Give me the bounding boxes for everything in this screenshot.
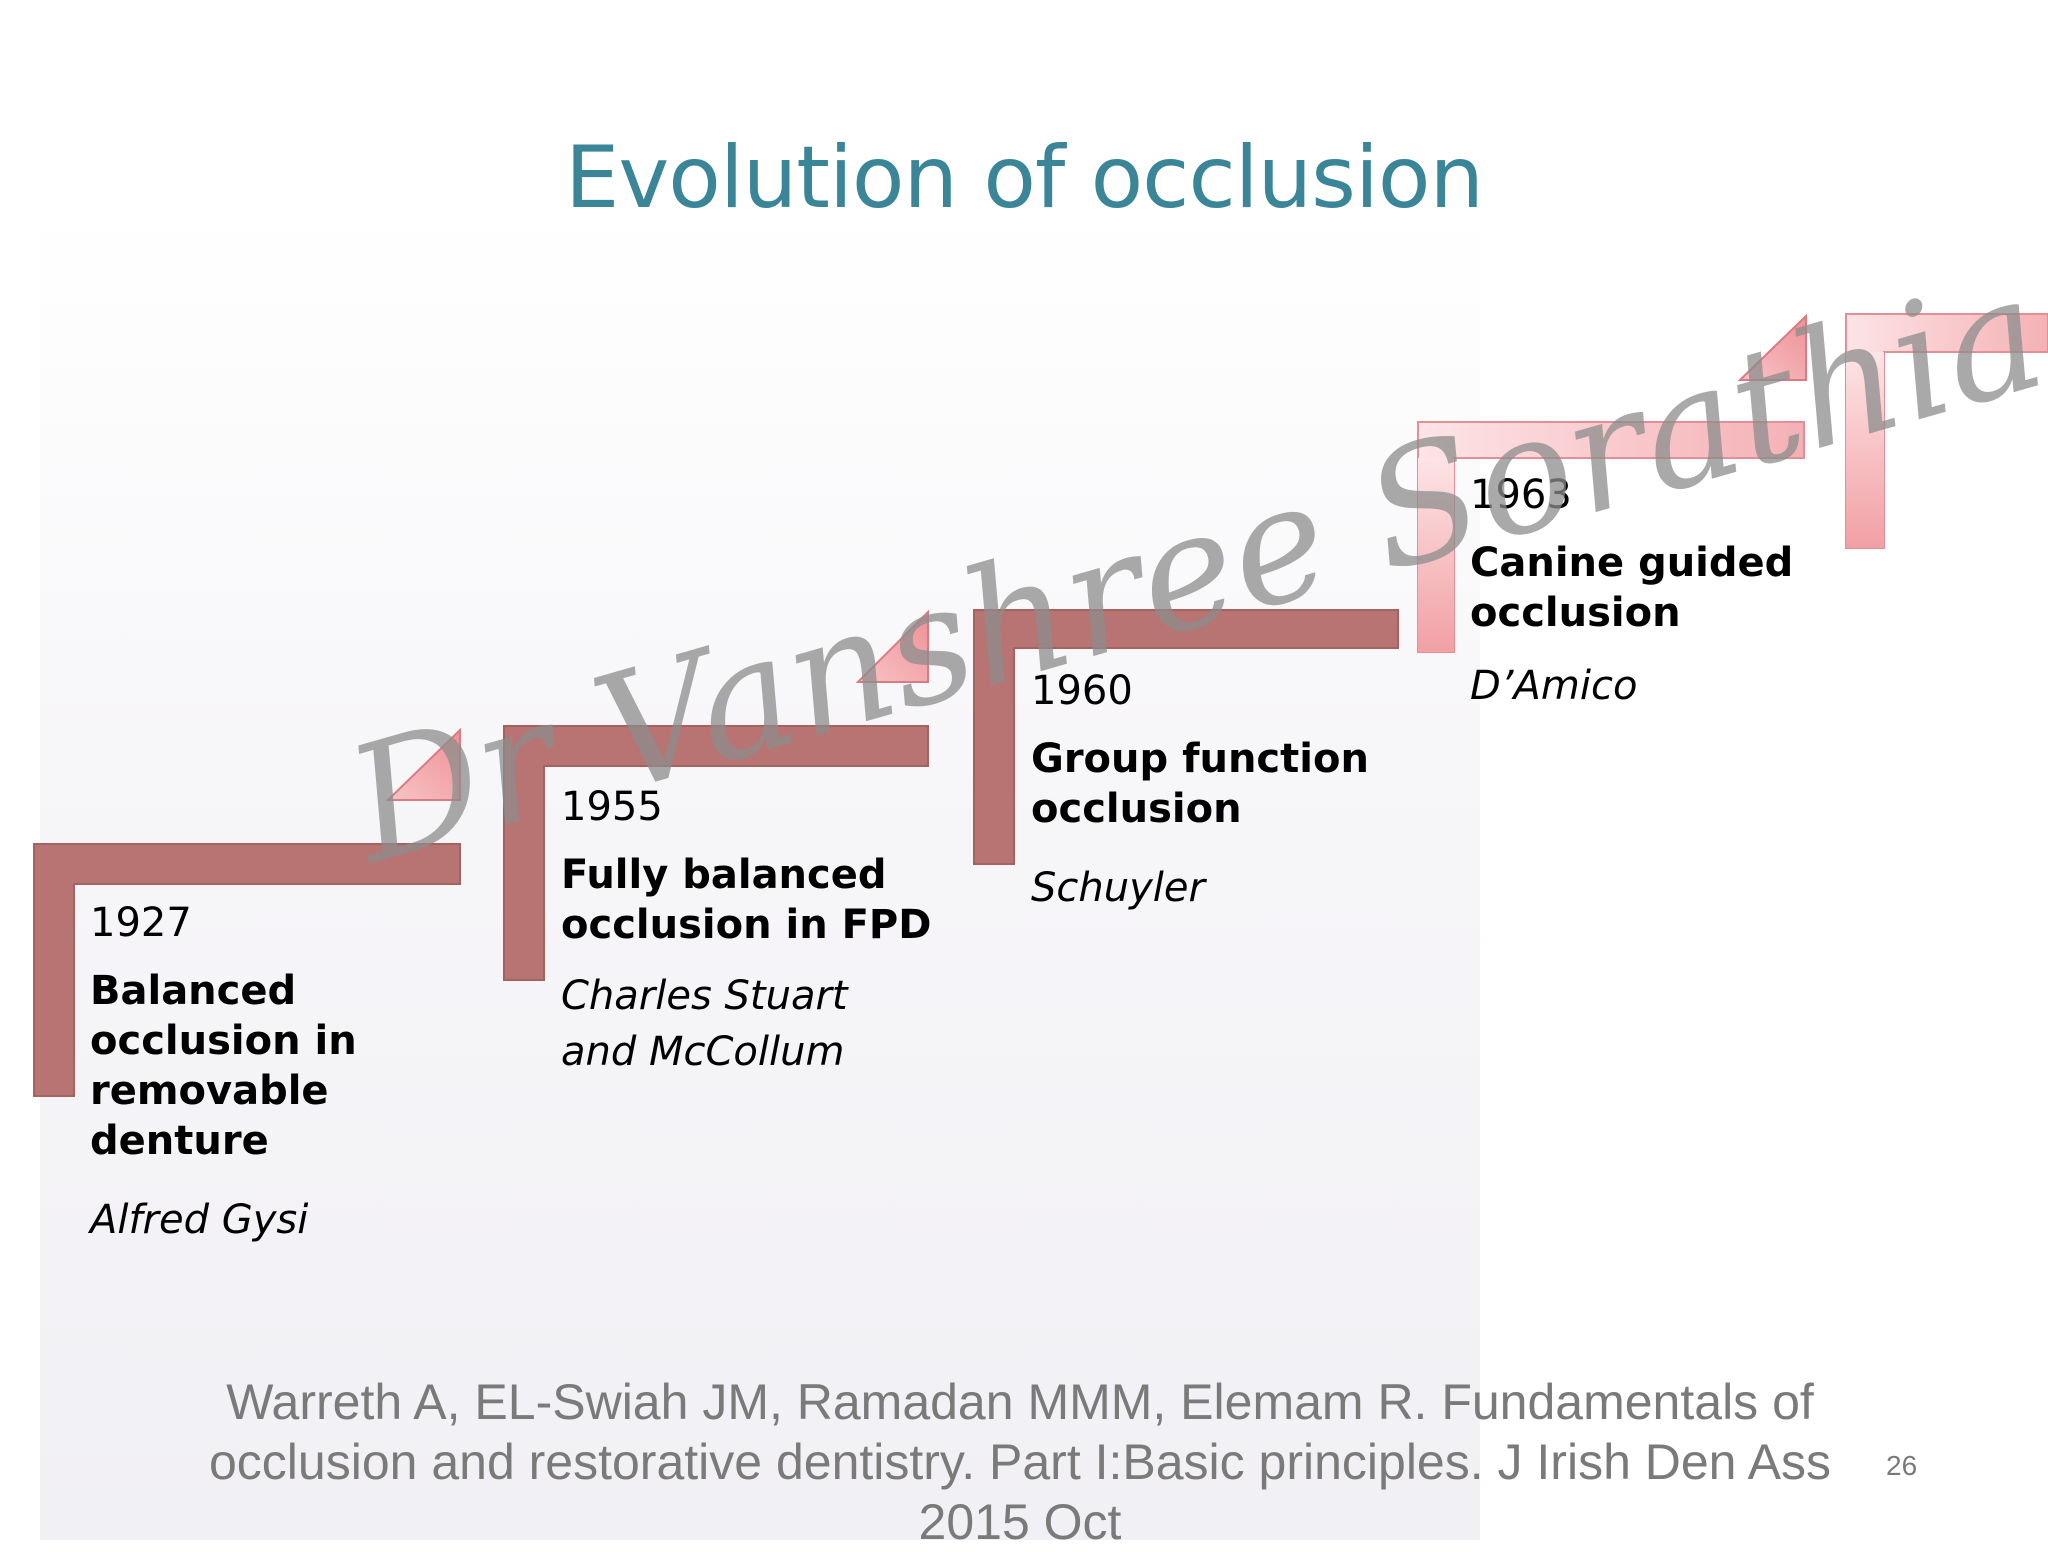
milestone-event: Fully balanced occlusion in FPD (561, 852, 932, 948)
milestone-year: 1960 (1031, 668, 1133, 714)
milestone-author: D’Amico (1470, 663, 1638, 709)
step-arrow-1927 (385, 727, 461, 801)
milestone-author: Charles Stuart and McCollum (561, 973, 848, 1075)
milestone-author: Schuyler (1031, 865, 1205, 911)
step-bracket-1927 (33, 843, 461, 1097)
milestone-event: Balanced occlusion in removable denture (90, 968, 357, 1164)
milestone-year: 1963 (1470, 472, 1572, 518)
milestone-year: 1955 (561, 784, 663, 830)
milestone-1955: 1955 Fully balanced occlusion in FPD Cha… (561, 784, 951, 1080)
citation-reference: Warreth A, EL-Swiah JM, Ramadan MMM, Ele… (209, 1374, 1831, 1550)
step-arrow-1955 (855, 609, 929, 683)
slide-title: Evolution of occlusion (565, 128, 1484, 228)
milestone-author: Alfred Gysi (90, 1197, 309, 1243)
milestone-1960: 1960 Group function occlusion Schuyler (1031, 668, 1401, 924)
step-bracket-1960 (973, 609, 1399, 865)
step-arrow-1963 (1737, 313, 1807, 381)
milestone-1927: 1927 Balanced occlusion in removable den… (90, 900, 420, 1256)
milestone-year: 1927 (90, 900, 192, 946)
milestone-1963: 1963 Canine guided occlusion D’Amico (1470, 472, 1800, 716)
milestone-event: Group function occlusion (1031, 736, 1369, 832)
page-number: 26 (1886, 1450, 1918, 1481)
step-bracket-next (1845, 313, 2048, 549)
step-bracket-1963 (1417, 421, 1805, 653)
step-bracket-1955 (503, 725, 929, 981)
milestone-event: Canine guided occlusion (1470, 540, 1794, 636)
